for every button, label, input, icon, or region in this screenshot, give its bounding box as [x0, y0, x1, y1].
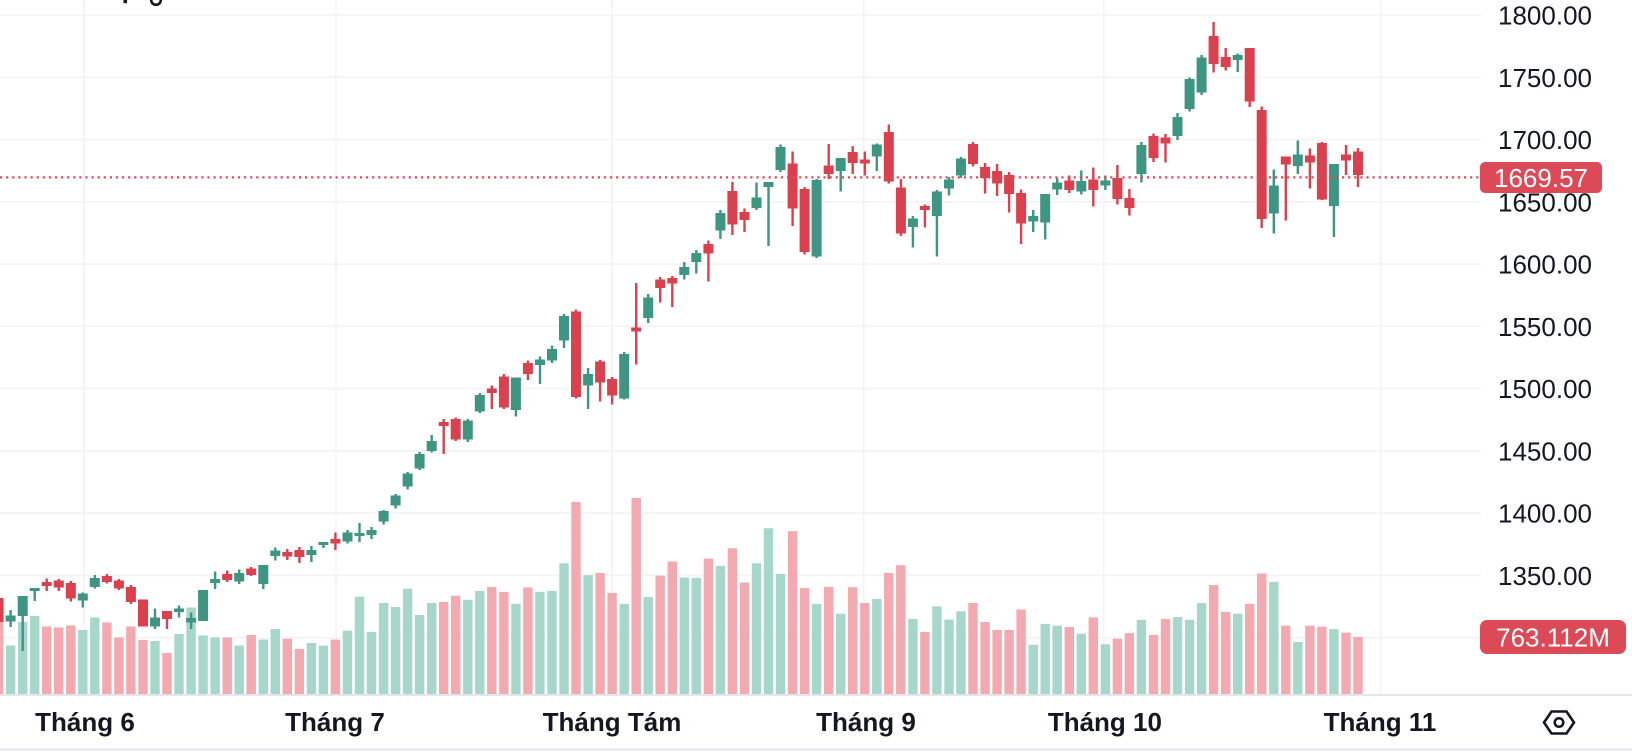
svg-text:Tháng 6: Tháng 6: [35, 707, 135, 737]
svg-text:1550.00: 1550.00: [1498, 312, 1592, 342]
svg-text:1600.00: 1600.00: [1498, 250, 1592, 280]
svg-text:1350.00: 1350.00: [1498, 561, 1592, 591]
svg-text:Tháng 10: Tháng 10: [1048, 707, 1162, 737]
svg-text:1700.00: 1700.00: [1498, 125, 1592, 155]
svg-text:1450.00: 1450.00: [1498, 436, 1592, 466]
svg-text:1400.00: 1400.00: [1498, 499, 1592, 529]
svg-text:763.112M: 763.112M: [1496, 623, 1610, 653]
svg-text:1669.57: 1669.57: [1494, 163, 1588, 193]
svg-text:Tháng 9: Tháng 9: [816, 707, 916, 737]
svg-text:1800.00: 1800.00: [1498, 1, 1592, 31]
svg-text:1750.00: 1750.00: [1498, 63, 1592, 93]
svg-text:Tháng Tám: Tháng Tám: [543, 707, 682, 737]
svg-text:Tháng 11: Tháng 11: [1324, 707, 1437, 737]
svg-text:Tháng 7: Tháng 7: [285, 707, 385, 737]
svg-text:1500.00: 1500.00: [1498, 374, 1592, 404]
